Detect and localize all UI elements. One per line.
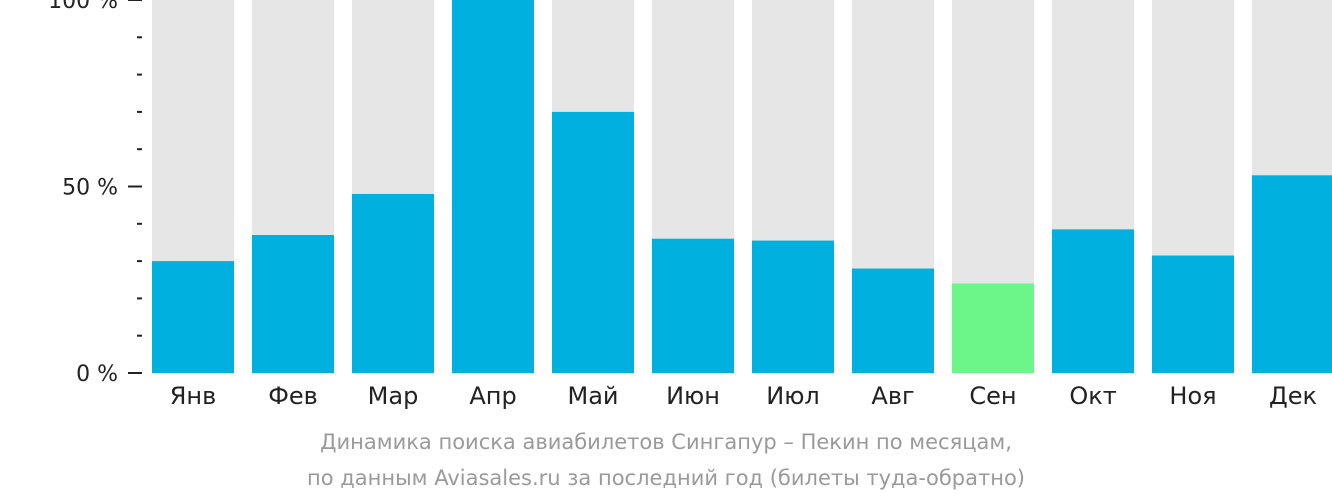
- x-tick-label: Янв: [170, 382, 217, 410]
- x-tick-label: Май: [567, 382, 618, 410]
- x-axis: Янв Фев Мар Апр Май Июн Июл Авг Сен Окт Ноя Дек: [170, 382, 1317, 410]
- y-tick-label: 0 %: [76, 362, 118, 387]
- x-tick-label: Окт: [1069, 382, 1116, 410]
- bar: [152, 261, 234, 373]
- x-tick-label: Фев: [268, 382, 318, 410]
- bar: [352, 193, 434, 373]
- x-tick-label: Июн: [666, 382, 720, 410]
- bar: [1152, 255, 1234, 373]
- x-tick-label: Дек: [1269, 382, 1317, 410]
- data-bars: [152, 0, 1332, 374]
- bar: [1052, 229, 1134, 373]
- x-tick-label: Авг: [871, 382, 914, 410]
- bar: [1252, 175, 1332, 373]
- x-tick-label: Сен: [969, 382, 1016, 410]
- y-axis: 0 % 50 % 100 %: [48, 0, 142, 387]
- x-tick-label: Апр: [469, 382, 516, 410]
- x-tick-label: Ноя: [1169, 382, 1216, 410]
- x-tick-label: Мар: [368, 382, 419, 410]
- bar: [452, 0, 534, 373]
- bar: [652, 238, 734, 373]
- bar: [752, 240, 834, 373]
- bar: [952, 283, 1034, 373]
- y-tick-label: 100 %: [48, 0, 118, 14]
- bar-chart: 0 % 50 % 100 % Янв Фев Мар Апр Май Июн Июл Авг Сен…: [48, 0, 1332, 410]
- chart-caption-line-2: по данным Aviasales.ru за последний год …: [307, 466, 1025, 490]
- bar: [252, 234, 334, 373]
- y-tick-label: 50 %: [62, 176, 118, 201]
- x-tick-label: Июл: [766, 382, 820, 410]
- bar: [552, 111, 634, 374]
- bar: [852, 268, 934, 373]
- chart-caption-line-1: Динамика поиска авиабилетов Сингапур – П…: [320, 430, 1012, 454]
